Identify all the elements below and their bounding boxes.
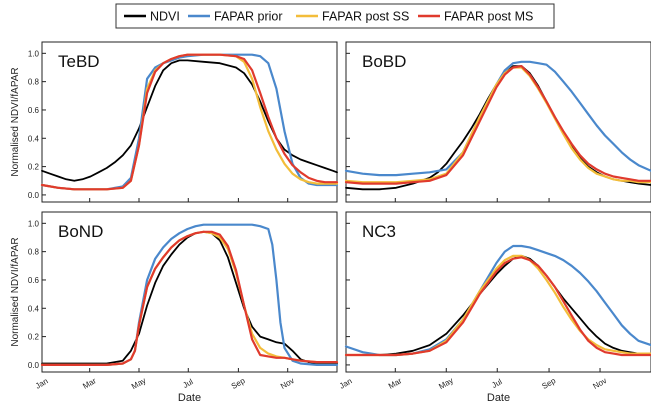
x-tick-label: Jan: [338, 376, 354, 390]
y-tick-label: 1.0: [28, 219, 40, 228]
x-tick-label: Mar: [387, 376, 404, 391]
y-tick-label: 0.0: [28, 191, 40, 200]
y-tick-label: 0.6: [28, 106, 40, 115]
series-fapar-post-ms: [40, 230, 339, 366]
panel-title: BoND: [58, 222, 103, 241]
legend-label-post-ms: FAPAR post MS: [444, 10, 533, 24]
panel-tebd: 0.0 0.2 0.4 0.6 0.8 1.0 Normalised NDVI/fAPAR T…: [10, 41, 339, 203]
x-tick-label: Jul: [490, 377, 504, 390]
x-tick-label: Sep: [540, 376, 557, 391]
x-tick-label: Jan: [34, 376, 50, 390]
panel-title: BoBD: [362, 52, 406, 71]
legend: NDVI FAPAR prior FAPAR post SS FAPAR pos…: [115, 3, 555, 29]
panel-frame: [41, 211, 338, 373]
x-tick-label: Nov: [591, 376, 608, 391]
y-tick-label: 1.0: [28, 49, 40, 58]
panel-frame: [345, 211, 651, 373]
legend-label-ndvi: NDVI: [150, 10, 180, 24]
series-fapar-prior: [344, 60, 651, 177]
x-tick-label: May: [130, 376, 148, 391]
x-tick-label: Jul: [181, 377, 195, 390]
x-tick-label: Mar: [81, 376, 98, 391]
y-tick-label: 0.4: [28, 134, 40, 143]
y-axis-label: Normalised NDVI/fAPAR: [10, 67, 21, 176]
y-tick-label: 0.2: [28, 163, 40, 172]
series-fapar-post-ms: [344, 256, 651, 357]
panel-nc3: Jan Mar May Jul Sep Nov Date NC3: [338, 211, 651, 403]
x-tick-label: Sep: [230, 376, 247, 391]
x-tick-label: Nov: [279, 376, 296, 391]
panel-bobd: BoBD: [344, 41, 651, 203]
series-fapar-post-ms: [344, 64, 651, 185]
y-tick-label: 0.8: [28, 248, 40, 257]
panels: 0.0 0.2 0.4 0.6 0.8 1.0 Normalised NDVI/fAPAR T…: [10, 41, 651, 403]
y-tick-label: 0.0: [28, 361, 40, 370]
y-tick-label: 0.6: [28, 276, 40, 285]
x-axis-label: Date: [487, 392, 510, 403]
panel-bond: 0.0 0.2 0.4 0.6 0.8 1.0 Jan Mar May Jul Sep Nov Date…: [10, 211, 339, 403]
series-ndvi: [41, 59, 338, 182]
x-tick-label: May: [437, 376, 455, 391]
panel-title: NC3: [362, 222, 396, 241]
y-tick-label: 0.4: [28, 304, 40, 313]
series-fapar-post-ms: [40, 53, 339, 191]
panel-title: TeBD: [58, 52, 100, 71]
y-axis-label: Normalised NDVI/fAPAR: [10, 237, 21, 346]
y-tick-label: 0.8: [28, 78, 40, 87]
y-tick-label: 0.2: [28, 333, 40, 342]
legend-label-prior: FAPAR prior: [214, 10, 283, 24]
legend-label-post-ss: FAPAR post SS: [322, 10, 409, 24]
x-axis-label: Date: [178, 392, 201, 403]
